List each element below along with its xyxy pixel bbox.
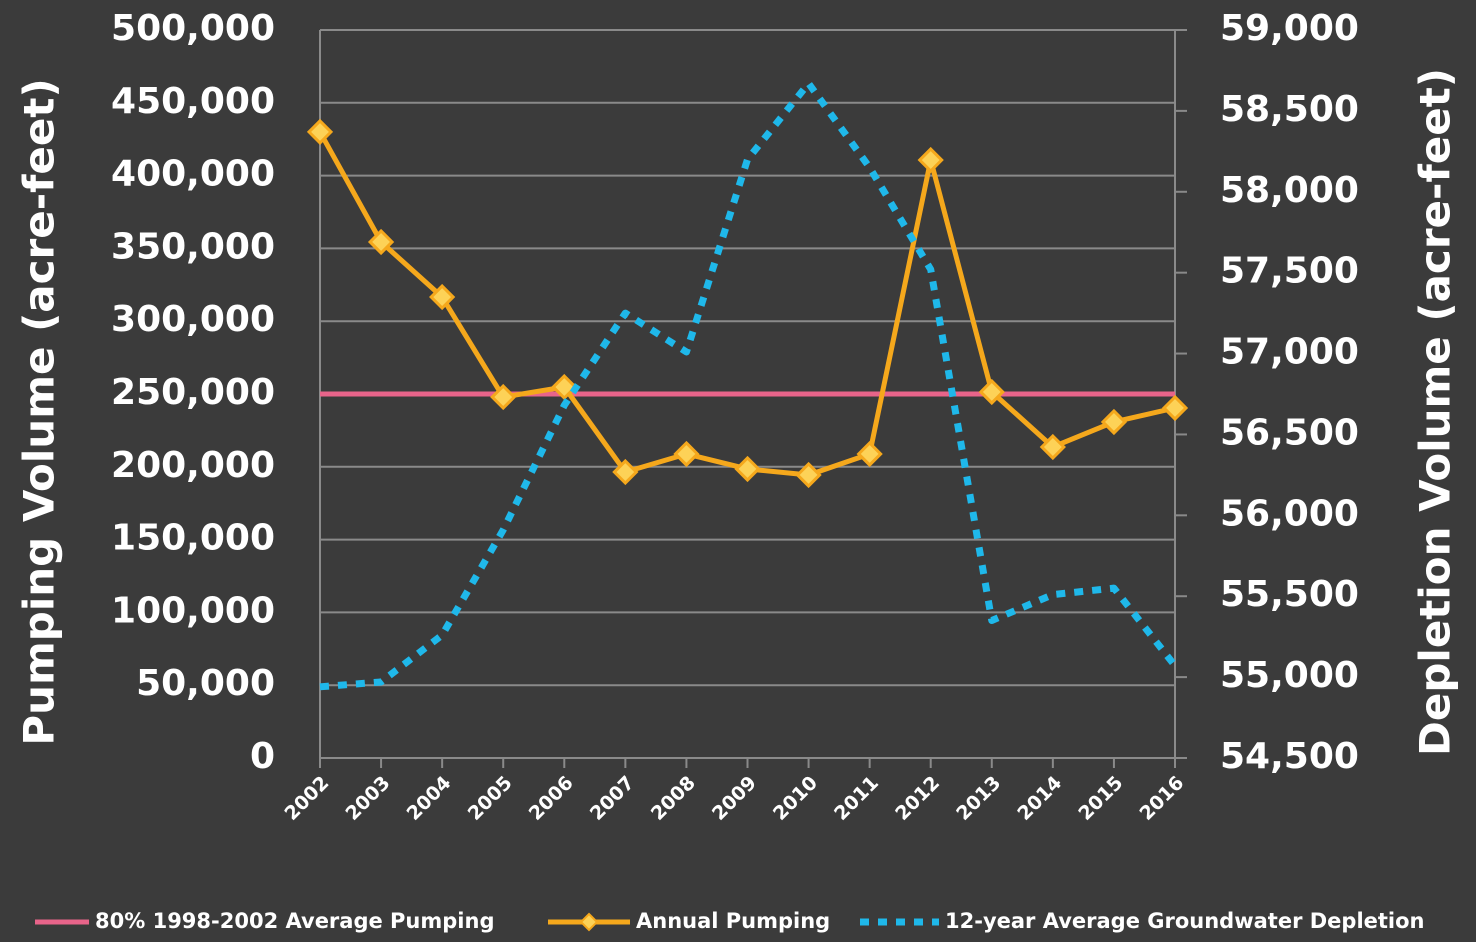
- y2-tick-label: 55,000: [1220, 655, 1359, 696]
- data-point: [1100, 408, 1128, 436]
- y2-tick-label: 56,000: [1220, 493, 1359, 534]
- y2-tick-label: 55,500: [1220, 574, 1359, 615]
- y2-tick-label: 56,500: [1220, 412, 1359, 453]
- data-point: [1039, 433, 1066, 461]
- y-tick-label: 400,000: [111, 154, 275, 195]
- y2-tick-label: 59,000: [1220, 8, 1359, 49]
- legend-marker: [579, 912, 599, 932]
- y2-axis-title: Depletion Volume (acre-feet): [1411, 68, 1460, 756]
- legend-label: 12-year Average Groundwater Depletion: [945, 909, 1425, 933]
- y-tick-label: 250,000: [111, 372, 275, 413]
- data-point: [795, 461, 822, 489]
- y-tick-label: 450,000: [111, 81, 275, 122]
- y-tick-label: 300,000: [111, 299, 275, 340]
- y2-tick-label: 57,500: [1220, 251, 1359, 292]
- data-point: [734, 455, 761, 483]
- data-point: [917, 146, 944, 174]
- data-point: [978, 378, 1005, 406]
- y2-tick-label: 54,500: [1220, 736, 1359, 777]
- data-point: [551, 373, 578, 401]
- data-point: [612, 458, 639, 486]
- y2-tick-label: 57,000: [1220, 332, 1359, 373]
- y-tick-label: 200,000: [111, 445, 275, 486]
- y-tick-label: 500,000: [111, 8, 275, 49]
- y-tick-label: 150,000: [111, 518, 275, 559]
- y-tick-label: 350,000: [111, 226, 275, 267]
- data-point: [490, 383, 517, 411]
- data-point: [306, 118, 334, 146]
- y2-tick-label: 58,500: [1220, 89, 1359, 130]
- data-point: [429, 283, 456, 311]
- y-tick-label: 100,000: [111, 590, 275, 631]
- legend-label: 80% 1998-2002 Average Pumping: [95, 909, 494, 933]
- y-axis-title: Pumping Volume (acre-feet): [15, 78, 64, 745]
- legend-label: Annual Pumping: [636, 909, 830, 933]
- data-point: [1161, 394, 1189, 422]
- y-tick-label: 50,000: [136, 663, 275, 704]
- y2-tick-label: 58,000: [1220, 170, 1359, 211]
- data-point: [673, 440, 700, 468]
- y-tick-label: 0: [250, 736, 275, 777]
- data-point: [856, 440, 883, 468]
- data-point: [367, 228, 395, 256]
